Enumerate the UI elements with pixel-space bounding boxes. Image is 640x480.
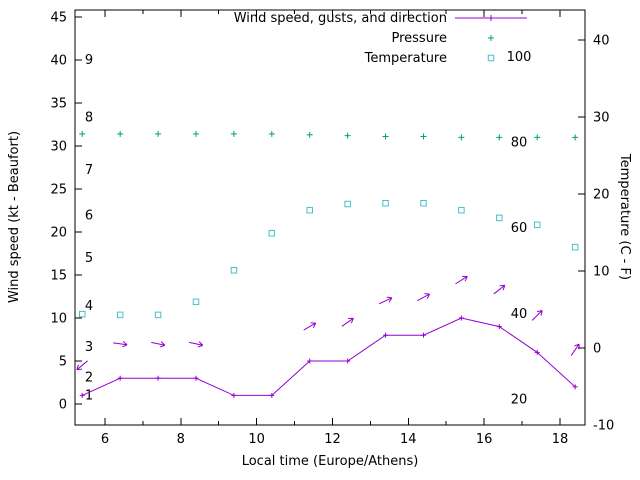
x-axis: 6 8 10 12 14 16 18 Local time (Europe/Athens): [101, 10, 568, 469]
x-axis-title: Local time (Europe/Athens): [242, 454, 419, 469]
fahrenheit-label: 20: [511, 393, 528, 408]
beaufort-label: 4: [85, 299, 93, 314]
series-temperature: [78, 200, 579, 319]
wind-direction-arrow: [113, 341, 128, 348]
beaufort-label: 6: [85, 209, 93, 224]
y-axis-right: -10 0 10 20 30 40 Temperature (C - F): [578, 34, 632, 434]
y-left-tick-label: 15: [50, 268, 67, 283]
legend-label: Pressure: [391, 31, 447, 46]
series-wind: [79, 315, 578, 398]
wind-direction-arrow: [303, 322, 317, 331]
y-left-tick-label: 30: [50, 139, 67, 154]
y-right-tick-label: 20: [593, 188, 610, 203]
y-left-tick-label: 10: [50, 312, 67, 327]
y-left-tick-label: 25: [50, 182, 67, 197]
x-tick-label: 6: [101, 432, 109, 447]
y-left-tick-label: 35: [50, 96, 67, 111]
series-gust-arrows: [76, 275, 580, 371]
wind-direction-arrow: [455, 275, 468, 285]
fahrenheit-scale-labels: 20 40 60 80 100: [507, 50, 532, 408]
beaufort-label: 7: [85, 163, 93, 178]
beaufort-label: 5: [85, 251, 93, 266]
wind-direction-arrow: [379, 296, 393, 305]
y-left-tick-label: 45: [50, 10, 67, 25]
fahrenheit-label: 100: [507, 50, 532, 65]
x-tick-label: 14: [400, 432, 417, 447]
x-tick-label: 16: [476, 432, 493, 447]
x-tick-label: 18: [552, 432, 569, 447]
legend-label: Temperature: [364, 51, 447, 66]
y-left-axis-title: Wind speed (kt - Beaufort): [7, 131, 22, 303]
legend-label: Wind speed, gusts, and direction: [234, 11, 447, 26]
wind-direction-arrow: [76, 360, 88, 371]
y-right-axis-title: Temperature (C - F): [617, 153, 632, 280]
fahrenheit-label: 80: [511, 135, 528, 150]
y-right-tick-label: 10: [593, 265, 610, 280]
series-pressure: [79, 130, 579, 141]
y-right-tick-label: -10: [593, 419, 614, 434]
fahrenheit-label: 40: [511, 307, 528, 322]
x-tick-label: 10: [248, 432, 265, 447]
y-right-tick-label: 0: [593, 342, 601, 357]
beaufort-label: 1: [85, 388, 93, 403]
beaufort-label: 8: [85, 111, 93, 126]
wind-direction-arrow: [531, 309, 543, 321]
legend: Wind speed, gusts, and direction Pressure…: [234, 11, 527, 66]
y-left-tick-label: 40: [50, 53, 67, 68]
x-tick-label: 12: [324, 432, 341, 447]
y-left-tick-label: 5: [59, 355, 67, 370]
y-axis-left: 0 5 10 15 20 25 30 35 40 45 Wind speed (kt - Beauf…: [7, 10, 82, 413]
y-left-tick-label: 20: [50, 225, 67, 240]
wind-direction-arrow: [570, 343, 580, 356]
wind-direction-arrow: [417, 293, 431, 302]
fahrenheit-label: 60: [511, 221, 528, 236]
wind-direction-arrow: [151, 341, 166, 348]
wind-direction-arrow: [189, 341, 204, 348]
beaufort-scale-labels: 1 2 3 4 5 6 7 8 9: [85, 53, 93, 403]
y-left-tick-label: 0: [59, 398, 67, 413]
wind-direction-arrow: [341, 317, 354, 327]
wind-direction-arrow: [493, 284, 506, 295]
beaufort-label: 2: [85, 370, 93, 385]
y-right-tick-label: 30: [593, 111, 610, 126]
y-right-tick-label: 40: [593, 34, 610, 49]
beaufort-label: 9: [85, 53, 93, 68]
beaufort-label: 3: [85, 340, 93, 355]
x-tick-label: 8: [177, 432, 185, 447]
plot-border: [74, 9, 586, 426]
